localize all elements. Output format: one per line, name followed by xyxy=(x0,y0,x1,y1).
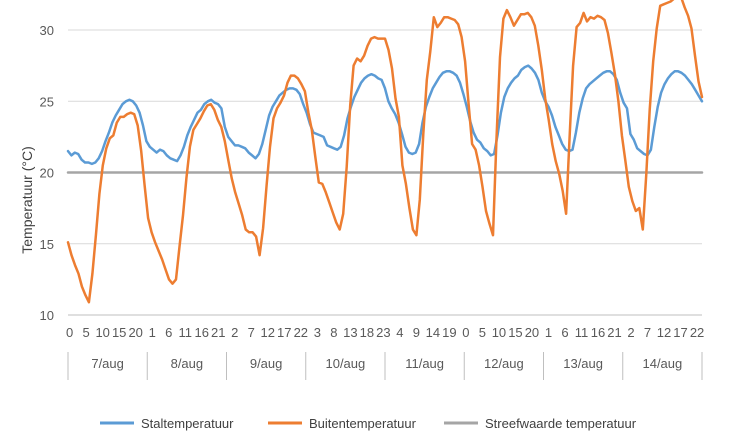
x-hour-tick-label: 19 xyxy=(442,325,456,340)
legend-label: Streefwaarde temperatuur xyxy=(485,416,637,431)
x-hour-tick-label: 11 xyxy=(178,325,192,340)
x-day-label: 12/aug xyxy=(484,356,524,371)
x-day-label: 13/aug xyxy=(563,356,603,371)
y-tick-label: 25 xyxy=(40,94,54,109)
x-hour-tick-label: 21 xyxy=(211,325,225,340)
x-hour-tick-label: 5 xyxy=(83,325,90,340)
x-hour-tick-label: 15 xyxy=(508,325,522,340)
x-day-label: 9/aug xyxy=(250,356,283,371)
legend-label: Staltemperatuur xyxy=(141,416,234,431)
y-tick-label: 10 xyxy=(40,308,54,323)
x-hour-tick-label: 16 xyxy=(591,325,605,340)
x-hour-tick-label: 10 xyxy=(492,325,506,340)
y-tick-label: 20 xyxy=(40,166,54,181)
x-hour-tick-label: 22 xyxy=(294,325,308,340)
x-hour-tick-label: 15 xyxy=(112,325,126,340)
series-lines xyxy=(66,0,704,304)
x-hour-tick-label: 20 xyxy=(128,325,142,340)
x-hour-tick-label: 3 xyxy=(314,325,321,340)
x-hour-tick-label: 22 xyxy=(690,325,704,340)
x-hour-tick-label: 6 xyxy=(165,325,172,340)
legend-label: Buitentemperatuur xyxy=(309,416,417,431)
x-hour-tick-label: 20 xyxy=(525,325,539,340)
x-hour-tick-label: 16 xyxy=(195,325,209,340)
y-tick-label: 15 xyxy=(40,237,54,252)
x-hour-tick-label: 6 xyxy=(561,325,568,340)
x-hour-tick-label: 5 xyxy=(479,325,486,340)
x-hour-tick-label: 2 xyxy=(627,325,634,340)
x-day-label: 14/aug xyxy=(642,356,682,371)
x-day-label: 7/aug xyxy=(91,356,124,371)
legend: Staltemperatuur Buitentemperatuur Streefwa… xyxy=(100,416,637,431)
x-hour-tick-label: 1 xyxy=(545,325,552,340)
x-hour-tick-label: 13 xyxy=(343,325,357,340)
x-hour-tick-label: 0 xyxy=(66,325,73,340)
y-tick-label: 30 xyxy=(40,23,54,38)
x-hour-tick-label: 23 xyxy=(376,325,390,340)
x-hour-tick-label: 21 xyxy=(607,325,621,340)
x-hour-tick-label: 7 xyxy=(644,325,651,340)
x-hour-tick-label: 14 xyxy=(426,325,440,340)
x-day-label: 8/aug xyxy=(171,356,204,371)
x-day-label: 10/aug xyxy=(325,356,365,371)
x-hour-tick-label: 17 xyxy=(277,325,291,340)
x-hour-tick-label: 9 xyxy=(413,325,420,340)
x-hour-tick-label: 2 xyxy=(231,325,238,340)
x-hour-tick-label: 12 xyxy=(261,325,275,340)
y-axis-label: Temperatuur (°C) xyxy=(19,146,35,254)
x-hour-tick-label: 18 xyxy=(360,325,374,340)
x-hour-tick-label: 4 xyxy=(396,325,403,340)
series-line-2 xyxy=(66,0,704,304)
x-hour-tick-label: 10 xyxy=(95,325,109,340)
x-hour-tick-label: 7 xyxy=(248,325,255,340)
x-hour-tick-label: 17 xyxy=(673,325,687,340)
series-line-1 xyxy=(66,64,704,166)
x-day-label: 11/aug xyxy=(405,356,444,371)
x-hour-tick-label: 0 xyxy=(462,325,469,340)
x-hour-tick-label: 11 xyxy=(575,325,589,340)
x-hour-tick-label: 12 xyxy=(657,325,671,340)
x-hour-tick-label: 8 xyxy=(330,325,337,340)
x-hour-tick-label: 1 xyxy=(149,325,156,340)
y-axis-ticks: 10 15 20 25 30 xyxy=(40,23,54,323)
